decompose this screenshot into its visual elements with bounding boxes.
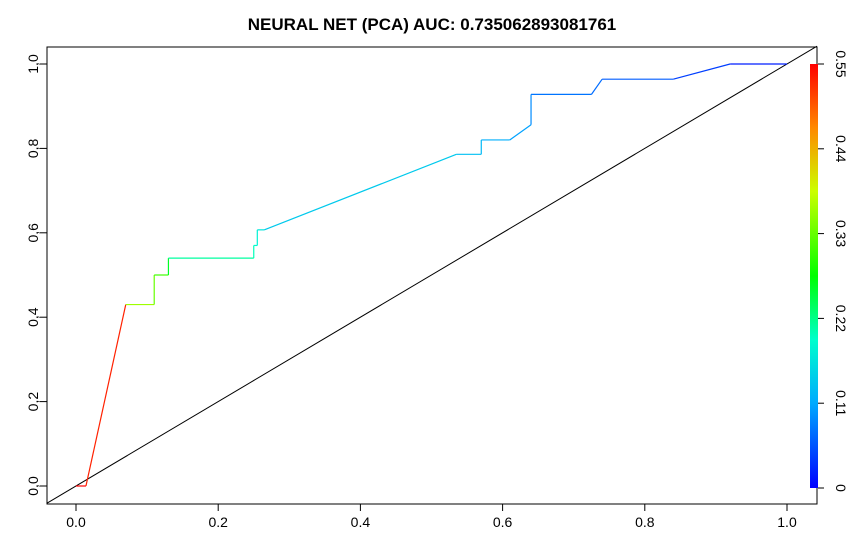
colorbar-axis: 0 0.11 0.22 0.33 0.44 0.55 <box>818 50 849 492</box>
colorbar-tick-label: 0 <box>833 484 849 492</box>
roc-segment <box>85 304 127 487</box>
x-axis: 0.0 0.2 0.4 0.6 0.8 1.0 <box>66 504 797 530</box>
y-tick-label: 0,2 <box>25 392 41 412</box>
y-axis: 0,0 0,2 0,4 0,6 0,8 1,0 <box>25 54 47 496</box>
chart-title: NEURAL NET (PCA) AUC: 0.735062893081761 <box>248 15 617 34</box>
y-tick-label: 1,0 <box>25 54 41 74</box>
colorbar-tick-label: 0.22 <box>833 305 849 332</box>
x-tick-label: 0.4 <box>351 514 371 530</box>
x-tick-label: 0.0 <box>66 514 86 530</box>
y-tick-label: 0,4 <box>25 307 41 327</box>
roc-segment <box>673 63 731 80</box>
y-tick-label: 0,0 <box>25 476 41 496</box>
x-tick-label: 1.0 <box>777 514 797 530</box>
y-tick-label: 0,6 <box>25 223 41 243</box>
colorbar-tick-label: 0.55 <box>833 50 849 77</box>
colorbar <box>810 64 818 488</box>
colorbar-tick-label: 0.44 <box>833 135 849 162</box>
roc-segment <box>590 78 603 95</box>
roc-segment <box>264 153 457 231</box>
x-tick-label: 0.8 <box>635 514 655 530</box>
colorbar-tick-label: 0.33 <box>833 220 849 247</box>
roc-segment <box>509 124 532 141</box>
y-tick-label: 0,8 <box>25 138 41 158</box>
colorbar-tick-label: 0.11 <box>833 390 849 416</box>
x-tick-label: 0.2 <box>208 514 228 530</box>
x-tick-label: 0.6 <box>493 514 513 530</box>
diagonal-reference-line <box>46 45 818 504</box>
roc-curve <box>76 63 787 487</box>
